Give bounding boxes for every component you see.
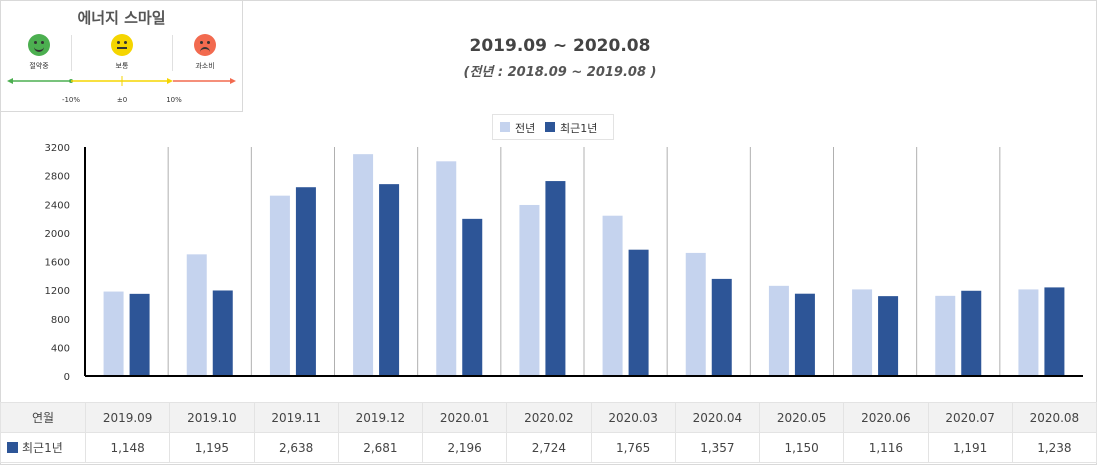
x-tick-label: 2020.06	[843, 402, 929, 433]
y-tick-label: 1200	[45, 286, 70, 297]
bar-recent-year	[878, 296, 899, 376]
x-tick-label: 2020.04	[674, 402, 761, 433]
bar-prev-year	[436, 161, 457, 376]
table-row-label-cell: 최근1년	[0, 432, 86, 463]
y-tick-label: 800	[51, 315, 70, 326]
bar-recent-year	[129, 293, 150, 376]
data-label: 1,238	[1011, 432, 1097, 463]
bar-recent-year	[212, 290, 233, 376]
saving-level-label: 절약중	[29, 62, 49, 70]
data-label: 2,724	[506, 432, 592, 463]
x-tick-label: 2020.02	[506, 402, 592, 433]
bar-prev-year	[935, 295, 956, 376]
x-tick-label: 2019.10	[169, 402, 255, 433]
y-tick-label: 0	[64, 372, 70, 383]
data-label: 2,681	[337, 432, 424, 463]
data-label: 2,196	[421, 432, 508, 463]
y-tick-label: 2000	[45, 229, 70, 240]
legend-swatch-prev-year	[500, 122, 510, 132]
bar-recent-year	[295, 187, 316, 376]
data-label: 1,357	[674, 432, 761, 463]
bar-chart: 0 400 800 1200 1600 2000 2400 2800 3200	[45, 143, 1083, 383]
data-label: 1,148	[84, 432, 171, 463]
bar-prev-year	[353, 154, 374, 376]
neutral-face-icon	[111, 34, 133, 56]
bar-recent-year	[1044, 287, 1065, 376]
x-tick-label: 2019.12	[337, 402, 424, 433]
bar-recent-year	[794, 293, 815, 376]
x-tick-label: 2020.07	[927, 402, 1013, 433]
data-label: 1,191	[927, 432, 1013, 463]
data-label: 1,150	[758, 432, 845, 463]
x-tick-label: 2020.01	[421, 402, 508, 433]
data-label: 1,116	[843, 432, 929, 463]
y-tick-label: 3200	[45, 143, 70, 154]
bar-recent-year	[462, 218, 483, 376]
table-header-row: 연월 2019.09 2019.10 2019.11 2019.12 2020.01 20…	[0, 402, 1097, 433]
tick-zero: ±0	[116, 96, 128, 104]
x-tick-label: 2019.09	[84, 402, 171, 433]
data-label: 1,195	[169, 432, 255, 463]
x-tick-label: 2020.03	[590, 402, 676, 433]
bar-prev-year	[519, 204, 540, 376]
table-header-label: 연월	[0, 402, 86, 433]
chart-subtitle: (전년 : 2018.09 ~ 2019.08 )	[463, 65, 657, 80]
bar-prev-year	[852, 289, 873, 376]
bar-prev-year	[602, 215, 623, 376]
sad-face-icon	[194, 34, 216, 56]
smile-divider	[71, 35, 72, 71]
legend-label-recent-year: 최근1년	[560, 122, 598, 135]
chart-legend: 전년 최근1년	[492, 114, 614, 140]
table-row: 최근1년 1,148 1,195 2,638 2,681 2,196 2,724 1,765…	[0, 432, 1097, 463]
normal-level-label: 보통	[115, 62, 129, 70]
y-tick-label: 2800	[45, 172, 70, 183]
bar-prev-year	[768, 285, 789, 376]
bar-prev-year	[1018, 289, 1039, 376]
x-tick-label: 2019.11	[253, 402, 339, 433]
bar-prev-year	[186, 254, 207, 376]
level-scale-arrow	[7, 76, 236, 86]
y-tick-label: 2400	[45, 200, 70, 211]
y-tick-label: 1600	[45, 258, 70, 269]
smile-divider	[172, 35, 173, 71]
data-table: 연월 2019.09 2019.10 2019.11 2019.12 2020.01 20…	[0, 402, 1097, 463]
bar-recent-year	[711, 278, 732, 376]
overuse-level-label: 과소비	[195, 62, 215, 70]
bar-prev-year	[269, 195, 290, 376]
energy-smile-title: 에너지 스마일	[77, 9, 166, 27]
x-tick-label: 2020.05	[758, 402, 845, 433]
happy-face-icon	[28, 34, 50, 56]
bar-recent-year	[545, 181, 566, 376]
y-tick-label: 400	[51, 343, 70, 354]
x-tick-label: 2020.08	[1011, 402, 1097, 433]
bar-prev-year	[103, 291, 124, 376]
bar-recent-year	[961, 290, 982, 376]
bar-recent-year	[379, 184, 400, 376]
tick-plus-10: 10%	[166, 96, 182, 104]
table-row-label: 최근1년	[22, 441, 63, 455]
legend-swatch-recent-year	[545, 122, 555, 132]
row-swatch	[7, 442, 18, 453]
energy-smile-panel: 에너지 스마일 절약중 보통 과소비 -10% ±0 10%	[0, 0, 243, 112]
legend-label-prev-year: 전년	[515, 122, 536, 135]
tick-minus-10: -10%	[61, 96, 81, 104]
data-label: 2,638	[253, 432, 339, 463]
bar-recent-year	[628, 249, 649, 376]
data-label: 1,765	[590, 432, 676, 463]
bar-prev-year	[685, 252, 706, 376]
chart-title: 2019.09 ~ 2020.08	[469, 36, 651, 56]
